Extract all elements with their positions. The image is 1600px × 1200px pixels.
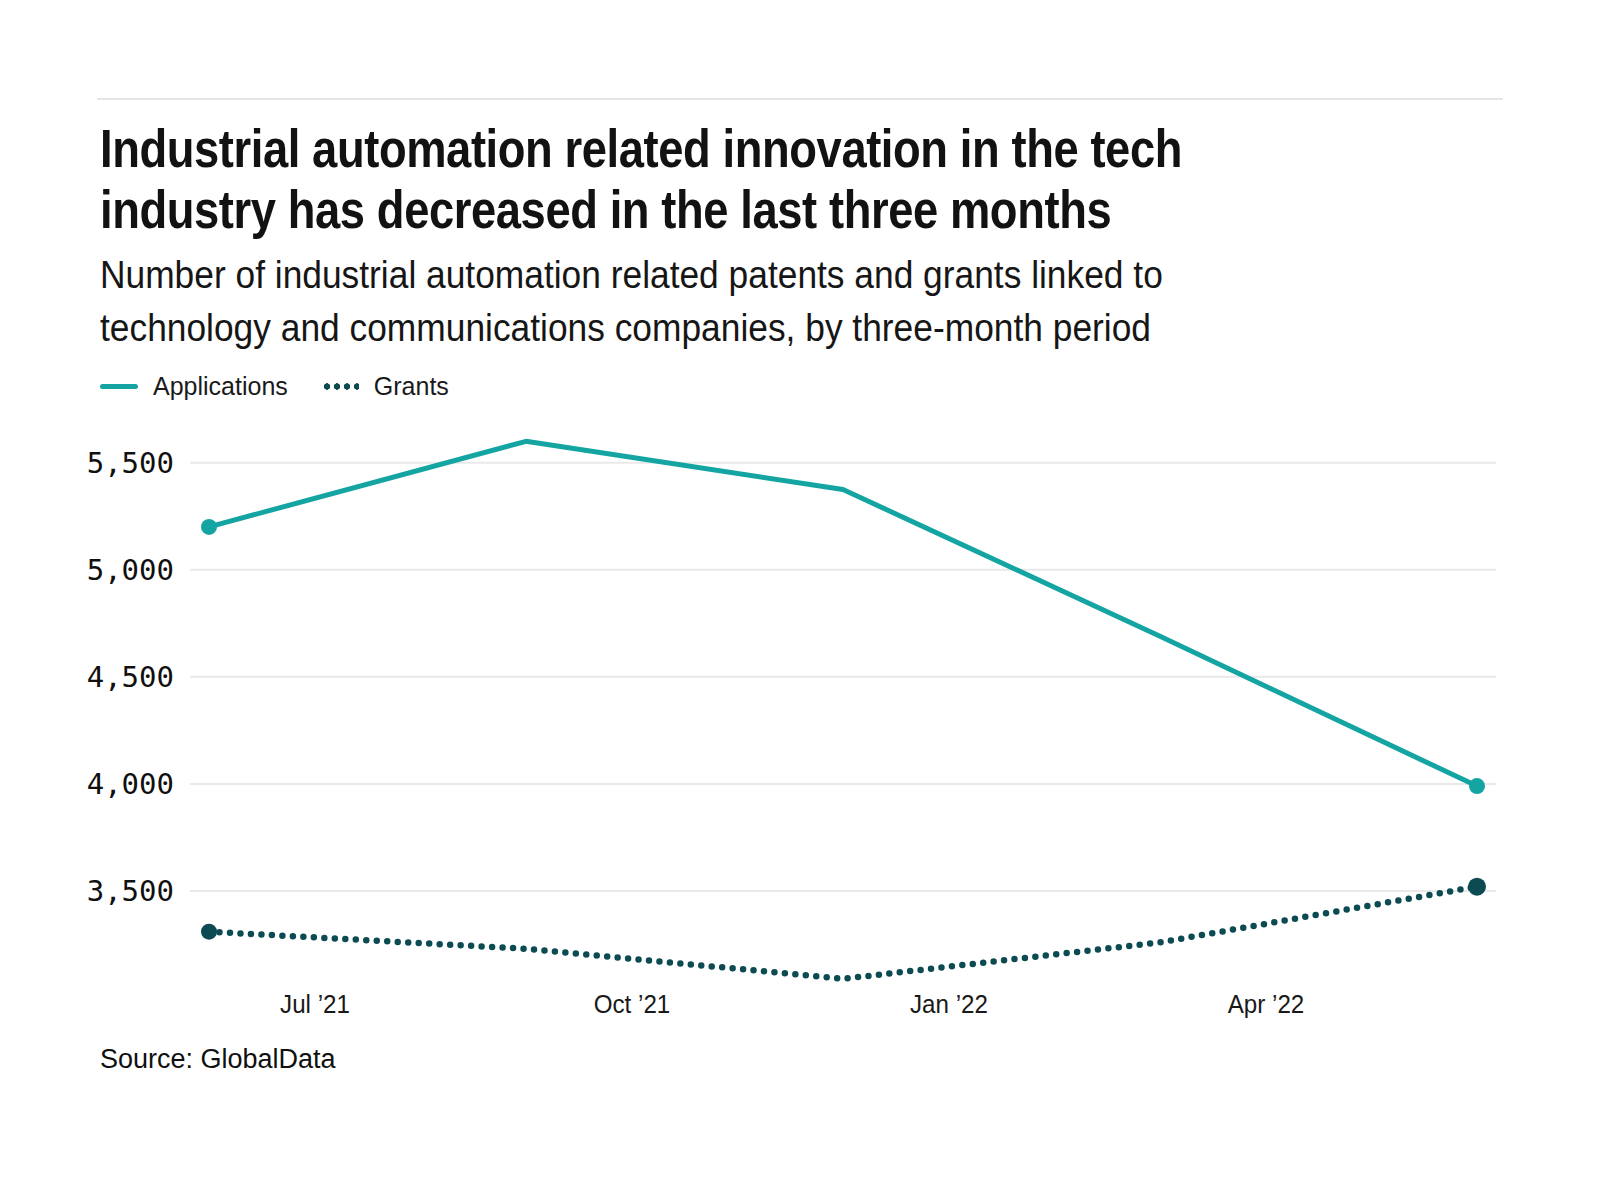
x-tick-label: Apr ’22 <box>1173 988 1359 1020</box>
y-tick-label: 5,000 <box>34 552 174 588</box>
x-tick-label: Jul ’21 <box>222 988 408 1020</box>
y-tick-label: 3,500 <box>34 873 174 909</box>
source-note: Source: GlobalData <box>100 1044 336 1075</box>
y-tick-label: 4,000 <box>34 766 174 802</box>
x-tick-label: Oct ’21 <box>539 988 725 1020</box>
y-tick-label: 5,500 <box>34 445 174 481</box>
x-tick-label: Jan ’22 <box>856 988 1042 1020</box>
y-tick-label: 4,500 <box>34 659 174 695</box>
line-chart <box>0 0 1600 1200</box>
chart-page: Industrial automation related innovation… <box>0 0 1600 1200</box>
